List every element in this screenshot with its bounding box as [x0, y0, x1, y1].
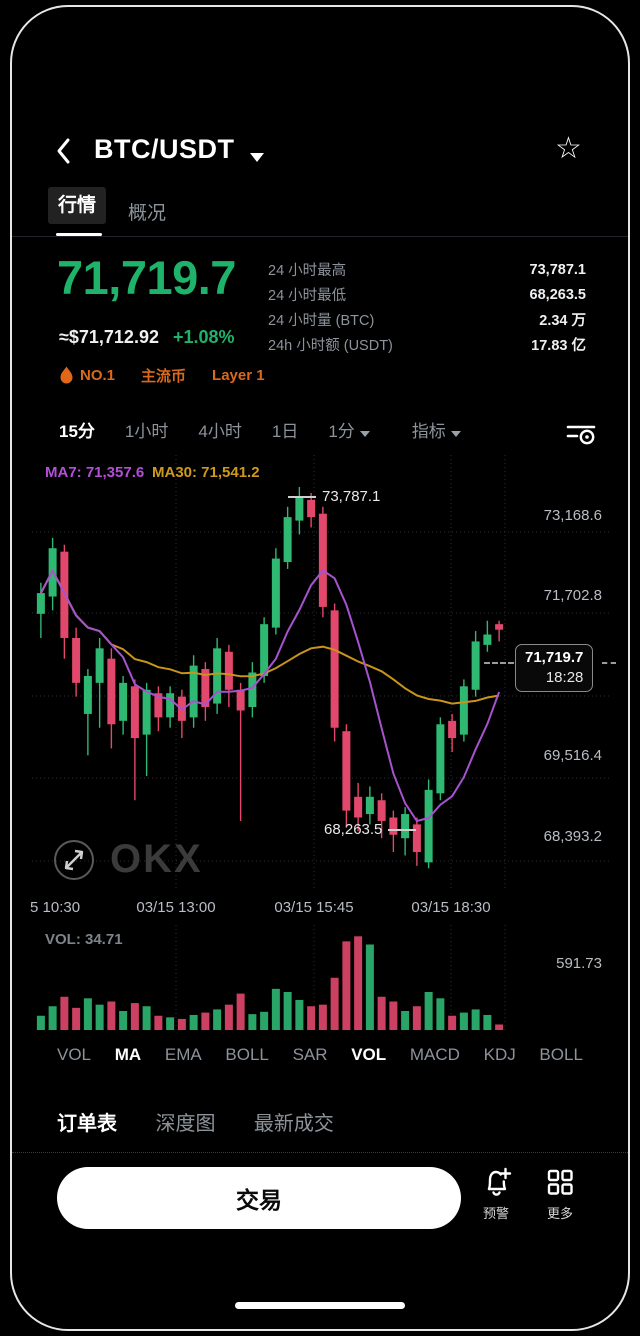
indicator-dropdown[interactable]: 指标	[412, 417, 461, 442]
okx-logo: OKX	[110, 837, 203, 881]
tab-order-book[interactable]: 订单表	[57, 1113, 117, 1135]
layer-badge: Layer 1	[212, 367, 265, 384]
timeframe-4h[interactable]: 4小时	[198, 422, 242, 441]
alert-label: 预警	[482, 1206, 509, 1221]
fiat-price-row: ≈$71,712.92 +1.08%	[59, 327, 235, 348]
stat-row-volume-btc: 24 小时量 (BTC) 2.34 万	[268, 313, 586, 329]
category-badge: 主流币	[141, 368, 187, 385]
more-action[interactable]: 更多	[532, 1165, 588, 1222]
indicator-tab-kdj[interactable]: KDJ	[483, 1045, 516, 1064]
pair-selector[interactable]	[250, 149, 264, 167]
orderbook-tab-bar: 订单表 深度图 最新成交	[57, 1107, 368, 1136]
trade-button[interactable]: 交易	[57, 1167, 461, 1229]
tab-depth-chart[interactable]: 深度图	[155, 1113, 216, 1135]
more-label: 更多	[546, 1206, 573, 1221]
favorite-star-icon[interactable]: ☆	[555, 132, 582, 165]
indicator-tab-bar: VOL MA EMA BOLL SAR VOL MACD KDJ BOLL	[57, 1045, 583, 1065]
volume-chart[interactable]	[32, 925, 612, 1037]
chevron-down-icon	[359, 431, 370, 437]
indicator-tab-ema[interactable]: EMA	[164, 1045, 202, 1064]
last-price-dash	[484, 662, 514, 664]
high-annotation: 73,787.1	[288, 488, 380, 505]
chart-settings-button[interactable]	[564, 421, 598, 447]
candlestick-chart[interactable]	[32, 455, 612, 895]
bell-plus-icon	[487, 1167, 512, 1196]
stat-row-low: 24 小时最低 68,263.5	[268, 286, 586, 305]
phone-frame: BTC/USDT ☆ 行情 概况 71,719.7 ≈$71,712.92 +1.…	[10, 5, 630, 1331]
indicator-tab-macd[interactable]: MACD	[409, 1045, 460, 1064]
ma7-label: MA7: 71,357.6	[45, 464, 145, 481]
last-price-tag[interactable]: 71,719.7 18:28	[515, 644, 594, 692]
low-annotation: 68,263.5	[324, 821, 417, 838]
timeframe-bar: 15分 1小时 4小时 1日 1分 指标	[59, 417, 491, 442]
indicator-tab-sar[interactable]: SAR	[292, 1045, 328, 1064]
stat-row-turnover-usdt: 24h 小时额 (USDT) 17.83 亿	[268, 338, 586, 354]
back-chevron-icon	[57, 138, 70, 164]
chart-watermark: OKX	[52, 837, 203, 882]
flame-icon	[60, 366, 73, 384]
fiat-price: ≈$71,712.92	[59, 327, 159, 347]
tag-time: 18:28	[545, 669, 584, 686]
change-percent: +1.08%	[172, 327, 235, 347]
back-button[interactable]	[55, 137, 71, 165]
active-tab-underline	[56, 233, 102, 236]
timeframe-15m[interactable]: 15分	[59, 422, 95, 441]
ma30-label: MA30: 71,541.2	[152, 464, 260, 481]
x-axis-label: 03/15 13:00	[136, 899, 216, 916]
y-axis-label: 69,516.4	[543, 747, 602, 764]
indicator-tab-ma[interactable]: MA	[114, 1045, 142, 1064]
chevron-down-icon	[450, 431, 461, 437]
expand-arrows-icon[interactable]	[52, 838, 96, 882]
last-price: 71,719.7	[57, 251, 236, 304]
indicator-tab-vol-main[interactable]: VOL	[57, 1045, 92, 1064]
y-axis-label: 71,702.8	[543, 587, 602, 604]
rank-badge: NO.1	[80, 367, 116, 384]
stat-row-high: 24 小时最高 73,787.1	[268, 261, 586, 280]
x-axis-label: 5 10:30	[30, 899, 81, 916]
stats-panel: 24 小时最高 73,787.1 24 小时最低 68,263.5 24 小时量…	[268, 257, 586, 357]
timeframe-dropdown[interactable]: 1分	[328, 417, 370, 442]
indicator-settings-icon	[566, 425, 596, 445]
home-indicator[interactable]	[235, 1302, 405, 1309]
tab-latest-trades[interactable]: 最新成交	[253, 1113, 334, 1135]
volume-axis-max: 591.73	[556, 955, 602, 972]
timeframe-1d[interactable]: 1日	[271, 422, 299, 441]
pair-title: BTC/USDT	[94, 134, 235, 164]
y-axis-label: 73,168.6	[543, 507, 602, 524]
badge-row[interactable]: NO.1 主流币 Layer 1	[59, 365, 291, 386]
x-axis-label: 03/15 18:30	[411, 899, 491, 916]
volume-label: VOL: 34.71	[45, 931, 123, 948]
indicator-tab-vol-sub[interactable]: VOL	[351, 1045, 387, 1064]
last-price-dash	[602, 662, 616, 664]
tag-price: 71,719.7	[525, 649, 584, 666]
alert-action[interactable]: 预警	[468, 1165, 524, 1222]
tab-overview[interactable]: 概况	[128, 203, 167, 224]
timeframe-1h[interactable]: 1小时	[124, 422, 169, 441]
chevron-down-icon	[250, 153, 264, 162]
y-axis-label: 68,393.2	[543, 828, 602, 845]
tab-market[interactable]: 行情	[48, 187, 107, 224]
indicator-tab-boll[interactable]: BOLL	[225, 1045, 269, 1064]
indicator-tab-boll2[interactable]: BOLL	[539, 1045, 583, 1064]
dotted-divider	[12, 1152, 628, 1153]
grid-more-icon	[547, 1169, 573, 1195]
x-axis-label: 03/15 15:45	[274, 899, 354, 916]
divider	[12, 236, 628, 237]
